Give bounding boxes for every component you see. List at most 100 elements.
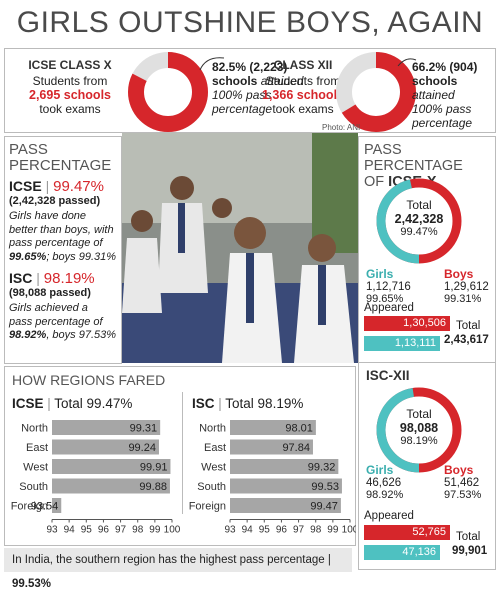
isc-boys-label: Boys	[444, 463, 474, 477]
region-bar-foreign	[230, 498, 341, 513]
icse-appeared-label: Appeared	[364, 302, 414, 314]
isc-regions-title: ISC | Total 98.19%	[192, 396, 304, 411]
icse-appeared-total-label: Total	[456, 320, 481, 332]
pass-icse-note-girls: 99.65%	[9, 250, 47, 263]
region-label-south: South	[197, 481, 226, 493]
region-value-east: 97.84	[282, 442, 310, 454]
pass-icse-note-2: better than boys, with	[9, 223, 114, 236]
icse-boys-appeared-bar: 1,30,506	[364, 316, 450, 331]
x-tick-label: 98	[310, 525, 322, 536]
isc-girls-stats: Girls 46,626 98.92%	[366, 463, 426, 501]
icse-girls-count: 1,12,716	[366, 281, 411, 293]
region-label-foreign: Foreign	[189, 501, 226, 513]
region-value-west: 99.91	[140, 462, 168, 474]
region-label-foreign: Foreign	[11, 501, 48, 513]
icse-regions-chart: North 99.31 East 99.24 West 99.91 South 99.88 Fo…	[11, 420, 180, 536]
icse-girls-appeared-bar: 1,13,111	[364, 336, 440, 351]
isc-total-value: 98,088	[399, 421, 439, 435]
region-bar-east	[230, 439, 313, 455]
isc-girls-appeared-bar: 47,136	[364, 545, 440, 560]
x-tick-label: 100	[342, 525, 356, 536]
icse-total-pct: 99.47%	[400, 226, 438, 238]
region-value-south: 99.53	[311, 481, 339, 493]
icse-girls-pct: 99.65%	[366, 293, 404, 305]
isc-summary: CLASS XII Students from 1,366 schools to…	[248, 58, 358, 116]
pass-isc-note-boys: , boys 97.53%	[46, 329, 117, 341]
icse-regions-title-a: ICSE	[12, 396, 44, 411]
region-value-foreign: 99.47	[310, 501, 338, 513]
icse-summary-line3: took exams	[39, 102, 101, 116]
icse-girls-label: Girls	[366, 267, 394, 281]
isc-boys-appeared-bar: 52,765	[364, 525, 450, 540]
x-tick-label: 98	[132, 525, 144, 536]
region-label-west: West	[23, 462, 48, 474]
icse-attained-percentage: percentage	[212, 102, 273, 116]
icse-gender-donut	[376, 178, 462, 264]
x-tick-label: 93	[46, 525, 58, 536]
region-label-east: East	[26, 442, 48, 454]
isc-regions-chart: North 98.01 East 97.84 West 99.32 South 99.53 Fo…	[189, 420, 356, 536]
icse-total-value: 2,42,328	[394, 212, 444, 226]
x-tick-label: 96	[98, 525, 110, 536]
isc-regions-title-b: Total 98.19%	[225, 396, 304, 411]
isc-pointer-line	[397, 58, 417, 67]
isc-total-pct: 98.19%	[400, 435, 438, 447]
region-label-south: South	[19, 481, 48, 493]
isc-attained: 66.2% (904) schools attained 100% pass p…	[412, 60, 496, 130]
pass-icse-note: Girls have done better than boys, with p…	[9, 210, 121, 264]
isc-donut-arc	[336, 52, 416, 132]
x-tick-label: 94	[242, 525, 254, 536]
isc-summary-heading: CLASS XII	[273, 58, 333, 72]
x-tick-label: 95	[259, 525, 271, 536]
pass-isc-label: ISC	[9, 270, 33, 286]
isc-schools-donut	[336, 52, 416, 132]
x-tick-label: 93	[224, 525, 236, 536]
region-bar-east	[52, 439, 159, 455]
isc-girls-arc	[376, 387, 462, 473]
x-tick-label: 100	[164, 525, 180, 536]
pass-icse-note-3: pass percentage of	[9, 237, 103, 249]
icse-attained-pct: 82.5% (2,223)	[212, 60, 288, 74]
students-illustration	[122, 133, 358, 363]
pass-isc-note-2: pass percentage of	[9, 315, 103, 328]
isc-attained-word: attained	[412, 88, 455, 102]
right-heading-1: PASS PERCENTAGE	[364, 142, 463, 174]
isc-boys-stats: Boys 51,462 97.53%	[444, 463, 496, 501]
icse-pointer-line	[199, 57, 225, 71]
x-tick-label: 97	[115, 525, 127, 536]
region-value-east: 99.24	[128, 442, 156, 454]
icse-boys-count: 1,29,612	[444, 281, 489, 293]
isc-donut-center: Total 98,088 98.19%	[384, 407, 454, 447]
region-label-east: East	[204, 442, 226, 454]
isc-summary-line1: Students from	[265, 74, 341, 88]
pass-isc-passed: (98,088 passed)	[9, 287, 91, 299]
isc-total-label: Total	[406, 407, 432, 421]
icse-attained-pass: 100% pass	[212, 88, 272, 102]
pass-isc-pct: 98.19%	[43, 270, 95, 287]
icse-summary-schools: 2,695 schools	[29, 88, 111, 102]
icse-boys-pct: 99.31%	[444, 293, 482, 305]
icse-attained-schools: schools	[212, 74, 258, 88]
regions-box	[4, 366, 356, 546]
isc-boys-pct: 97.53%	[444, 489, 482, 501]
right-divider	[358, 362, 496, 363]
icse-boys-label: Boys	[444, 267, 474, 281]
region-value-west: 99.32	[308, 462, 336, 474]
isc-girls-label: Girls	[366, 463, 394, 477]
isc-attained-percentage: percentage	[412, 116, 473, 130]
pass-icse-note-1: Girls have done	[9, 210, 87, 222]
pass-isc-note-girls: 98.92%	[9, 329, 47, 341]
page-title: GIRLS OUTSHINE BOYS, AGAIN	[16, 6, 484, 39]
isc-summary-line3: took exams	[272, 102, 334, 116]
pass-percentage-panel: PASS PERCENTAGE ICSE | 99.47% (2,42,328 …	[9, 142, 121, 343]
region-value-foreign: 93.54	[31, 501, 59, 513]
region-bar-north	[52, 420, 161, 435]
region-bar-west	[52, 459, 171, 474]
pass-icse-label: ICSE	[9, 178, 42, 194]
isc-summary-schools: 1,366 schools	[262, 88, 344, 102]
isc-attained-pct: 66.2% (904)	[412, 60, 478, 74]
regions-divider	[182, 392, 183, 514]
isc-appeared-label: Appeared	[364, 510, 414, 522]
top-summary-box	[4, 48, 496, 133]
region-bar-foreign	[52, 498, 62, 513]
